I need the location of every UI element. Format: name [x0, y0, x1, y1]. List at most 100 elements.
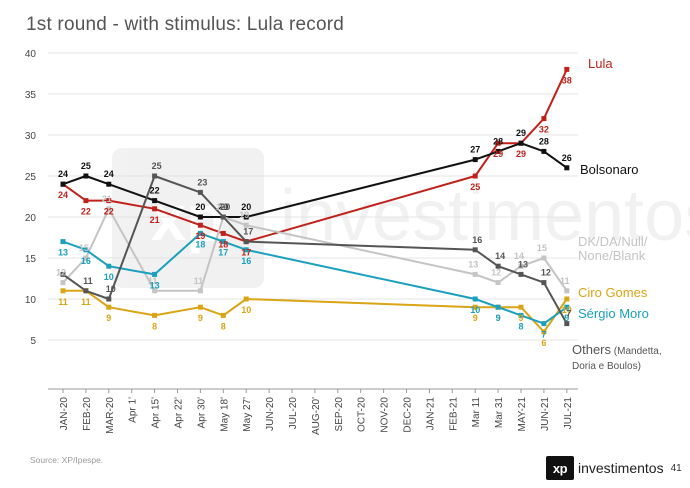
series-1-point-8 [495, 148, 501, 154]
series-5-point-3 [152, 173, 158, 179]
source-note: Source: XP/Ipespe. [30, 455, 104, 465]
series-5-name: Others (Mandetta, Doria e Boulos) [572, 342, 662, 372]
series-5-point-1 [83, 288, 89, 294]
watermark-text: investimentos [280, 176, 690, 256]
x-tick-label-13: OCT-20 [357, 397, 368, 432]
series-3-point-3 [152, 312, 158, 318]
series-0-data-label-9: 29 [516, 149, 526, 159]
series-4-line [62, 232, 568, 325]
series-5-data-label-1: 11 [83, 276, 93, 286]
series-4-point-5 [220, 239, 226, 245]
x-tick-label-10: JUL-20 [288, 397, 299, 430]
series-3-line [63, 289, 568, 333]
series-1-data-label-6: 20 [241, 202, 251, 212]
y-tick-label-15: 15 [25, 254, 37, 265]
series-4-data-label-1: 16 [81, 256, 91, 266]
series-1-point-6 [243, 214, 249, 220]
series-4-point-0 [60, 239, 66, 245]
x-tick-label-5: Apr 22' [174, 397, 185, 428]
series-1-data-label-0: 24 [58, 169, 68, 179]
series-4-point-9 [518, 312, 524, 318]
series-4-data-label-7: 10 [470, 305, 480, 315]
series-2-point-3 [152, 288, 158, 294]
series-2-data-label-0: 12 [56, 268, 66, 278]
series-3-data-label-10: 6 [541, 338, 546, 348]
series-2-data-label-4: 11 [194, 276, 204, 286]
series-1-point-2 [106, 181, 112, 187]
series-2-name: DK/DA/Null/None/Blank [578, 234, 648, 263]
series-3-data-label-9: 9 [518, 313, 523, 323]
series-2-point-10 [541, 255, 547, 261]
series-5-data-label-3: 25 [152, 161, 162, 171]
series-2-point-11 [564, 288, 570, 294]
series-0-data-label-1: 22 [81, 207, 91, 217]
series-0-data-label-3: 21 [150, 215, 160, 225]
series-1-point-9 [518, 140, 524, 146]
series-4-data-label-3: 13 [150, 280, 160, 290]
series-0-data-label-5: 18 [218, 239, 228, 249]
series-3-point-6 [243, 296, 249, 302]
series-5-point-10 [541, 280, 547, 286]
series-2-point-0 [60, 280, 66, 286]
series-0-data-label-10: 32 [539, 125, 549, 135]
watermark-logo-box [112, 148, 264, 288]
series-2-data-label-6: 19 [239, 210, 249, 220]
series-5-point-0 [60, 271, 66, 277]
series-1-point-10 [541, 148, 547, 154]
x-tick-label-6: Apr 30' [196, 397, 207, 428]
series-2-point-2 [106, 206, 112, 212]
series-0-point-7 [472, 173, 478, 179]
series-2-data-label-10: 15 [537, 243, 547, 253]
series-5-data-label-4: 23 [197, 177, 207, 187]
series-5-data-label-8: 14 [495, 251, 505, 261]
series-0-point-10 [541, 116, 547, 122]
x-tick-label-12: SEP-20 [334, 397, 345, 432]
series-3-point-5 [220, 312, 226, 318]
y-tick-label-25: 25 [25, 172, 37, 183]
x-tick-label-15: DEC-20 [403, 397, 414, 433]
series-2-point-8 [495, 280, 501, 286]
series-2-point-9 [518, 263, 524, 269]
x-tick-label-20: MAY-21 [517, 397, 528, 432]
series-4-point-4 [197, 230, 203, 236]
series-5-data-label-5: 20 [220, 202, 230, 212]
series-1-data-label-8: 28 [493, 136, 503, 146]
series-3-data-label-6: 10 [241, 305, 251, 315]
series-0-data-label-6: 17 [241, 248, 251, 258]
series-1-data-label-3: 22 [150, 186, 160, 196]
series-2-point-6 [243, 222, 249, 228]
series-5-point-2 [106, 296, 112, 302]
series-4-data-label-4: 18 [195, 239, 205, 249]
series-0-line [62, 68, 568, 243]
series-4-point-10 [541, 321, 547, 327]
series-3-data-label-2: 9 [106, 313, 111, 323]
series-4-data-label-5: 17 [218, 248, 228, 258]
x-tick-label-17: FEB-21 [448, 397, 459, 431]
series-1-line [62, 142, 568, 218]
x-tick-label-9: JUN-20 [265, 397, 276, 431]
series-2-line [62, 207, 568, 292]
series-1-data-label-10: 28 [539, 136, 549, 146]
series-1-data-label-4: 20 [195, 202, 205, 212]
series-3-data-label-4: 9 [198, 313, 203, 323]
series-3-data-label-5: 8 [221, 321, 226, 331]
y-tick-label-35: 35 [25, 90, 37, 101]
y-tick-label-10: 10 [25, 295, 37, 306]
series-2-data-label-8: 12 [491, 268, 501, 278]
x-tick-label-22: JUL-21 [563, 397, 574, 430]
series-1-data-label-1: 25 [81, 161, 91, 171]
series-0-point-11 [564, 66, 570, 72]
series-5-data-label-6: 17 [243, 227, 253, 237]
series-3-point-9 [518, 304, 524, 310]
series-3-point-4 [197, 304, 203, 310]
x-tick-label-21: JUN-21 [540, 397, 551, 431]
x-tick-label-19: Mar 31 [494, 397, 505, 429]
x-tick-label-14: NOV-20 [380, 397, 391, 433]
series-4-point-6 [243, 247, 249, 253]
series-3-name: Ciro Gomes [578, 285, 648, 300]
series-4-data-label-0: 13 [58, 248, 68, 258]
series-4-data-label-9: 8 [518, 321, 523, 331]
x-tick-label-4: Apr 15' [151, 397, 162, 428]
series-0-data-label-0: 24 [58, 190, 68, 200]
